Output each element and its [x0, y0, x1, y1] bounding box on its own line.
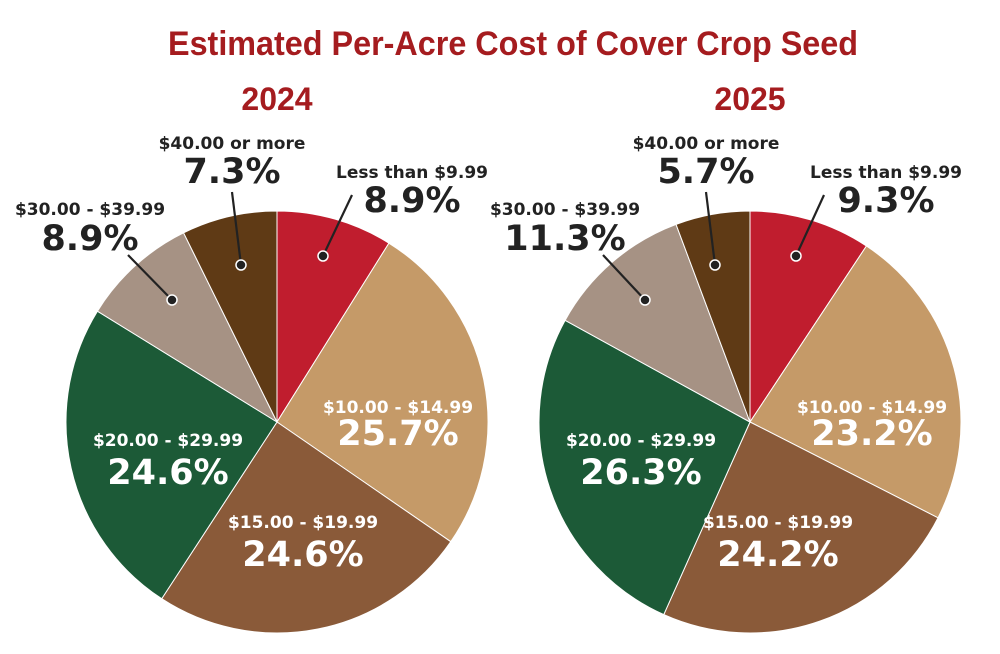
slice-category-label: Less than $9.99 — [336, 163, 488, 183]
slice-value-label: 11.3% — [504, 219, 625, 259]
leader-dot — [790, 250, 802, 262]
leader-dot — [639, 294, 651, 306]
slice-value-label: 24.2% — [717, 535, 838, 575]
slice-category-label: $30.00 - $39.99 — [15, 200, 165, 220]
slice-category-label: $40.00 or more — [159, 134, 306, 154]
leader-line — [704, 191, 717, 266]
slice-category-label: $30.00 - $39.99 — [490, 200, 640, 220]
slice-value-label: 26.3% — [580, 453, 701, 493]
slice-category-label: $15.00 - $19.99 — [703, 513, 853, 533]
pie-title-2025: 2025 — [714, 81, 785, 117]
leader-dot — [166, 294, 178, 306]
slice-category-label: $40.00 or more — [633, 134, 780, 154]
slice-category-label: $10.00 - $14.99 — [323, 398, 473, 418]
pie-slice-30-00-39-99 — [96, 232, 279, 424]
slice-value-label: 23.2% — [811, 414, 932, 454]
slice-value-label: 5.7% — [657, 152, 754, 192]
pie-slice-20-00-29-99 — [538, 319, 751, 616]
slice-value-label: 7.3% — [183, 152, 280, 192]
slice-category-label: $20.00 - $29.99 — [566, 431, 716, 451]
pie-title-2024: 2024 — [241, 81, 312, 117]
leader-line — [127, 254, 173, 301]
pie-slice-less-than-9-99 — [749, 210, 868, 424]
slice-value-label: 24.6% — [107, 453, 228, 493]
pie-slice-30-00-39-99 — [564, 223, 751, 424]
slice-category-label: $10.00 - $14.99 — [797, 398, 947, 418]
leader-dot — [235, 259, 247, 271]
pie-slice-20-00-29-99 — [65, 310, 278, 600]
slice-category-label: Less than $9.99 — [810, 163, 962, 183]
pie-slice-10-00-14-99 — [276, 242, 489, 543]
slice-value-label: 24.6% — [242, 535, 363, 575]
slice-value-label: 8.9% — [41, 219, 138, 259]
leader-dot — [317, 250, 329, 262]
leader-line — [795, 194, 825, 257]
slice-value-label: 9.3% — [837, 181, 934, 221]
leader-line — [230, 191, 243, 266]
pie-slice-less-than-9-99 — [276, 210, 390, 424]
slice-value-label: 8.9% — [363, 181, 460, 221]
leader-dot — [709, 259, 721, 271]
pie-slice-40-00-or-more — [675, 210, 751, 423]
slice-category-label: $20.00 - $29.99 — [93, 431, 243, 451]
page-title: Estimated Per-Acre Cost of Cover Crop Se… — [168, 25, 858, 63]
pie-slice-15-00-19-99 — [663, 421, 939, 634]
pie-slice-40-00-or-more — [182, 210, 278, 423]
slice-category-label: $15.00 - $19.99 — [228, 513, 378, 533]
leader-line — [322, 194, 353, 257]
pie-slice-15-00-19-99 — [161, 421, 452, 634]
leader-line — [602, 254, 646, 301]
pie-chart-2025: 2025 Less than $9.999.3% $10.00 - $14.9923… — [490, 81, 962, 634]
slice-value-label: 25.7% — [337, 414, 458, 454]
pie-slice-10-00-14-99 — [749, 245, 962, 519]
